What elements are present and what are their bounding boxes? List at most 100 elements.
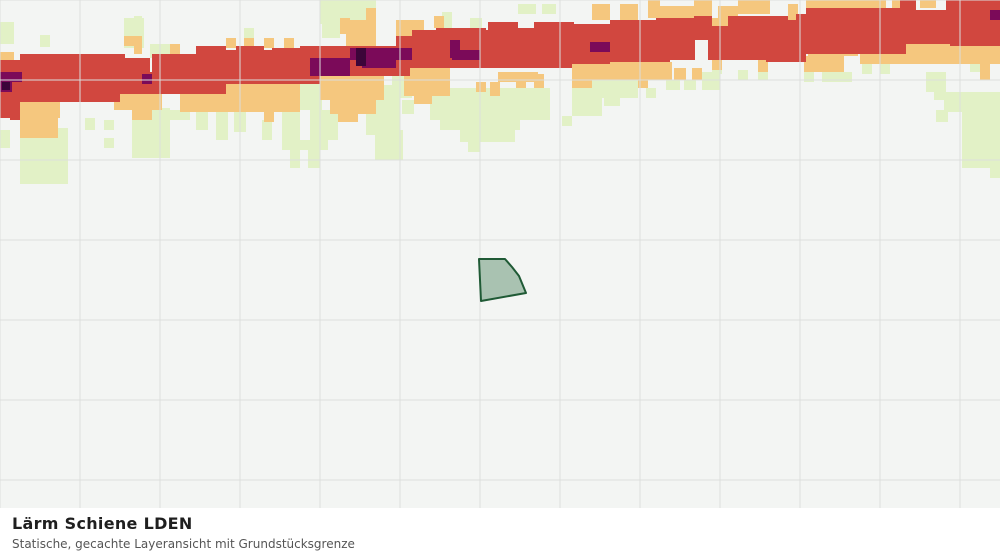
noise-cell-mid [284, 38, 294, 48]
parcel-boundary[interactable] [478, 258, 527, 302]
noise-cell-max [2, 82, 10, 90]
noise-cell-low [300, 82, 322, 110]
noise-cell-mid [572, 78, 592, 88]
noise-cell-low [758, 70, 768, 80]
map-caption: Lärm Schiene LDEN Statische, gecachte La… [0, 508, 1000, 560]
noise-cell-high [708, 26, 768, 60]
noise-cell-mid [170, 44, 180, 54]
noise-cell-high [990, 0, 1000, 14]
layer-subtitle: Statische, gecachte Layeransicht mit Gru… [12, 537, 355, 551]
noise-cell-mid [804, 56, 844, 72]
noise-cell-mid [758, 60, 768, 72]
noise-cell-high [534, 22, 574, 32]
noise-cell-high [0, 112, 10, 118]
noise-cell-high [570, 50, 610, 64]
noise-cell-very-high [0, 72, 22, 82]
noise-cell-high [560, 30, 572, 42]
noise-cell-low [104, 120, 114, 130]
noise-cell-high [488, 22, 518, 42]
noise-cell-mid [806, 0, 886, 8]
noise-cell-mid [476, 82, 486, 92]
noise-cell-mid [946, 44, 1000, 64]
noise-cell-high [946, 0, 1000, 10]
noise-cell-low [322, 22, 340, 38]
noise-cell-mid [132, 108, 152, 120]
noise-cell-very-high [452, 50, 480, 60]
noise-cell-low [300, 140, 328, 150]
noise-cell-mid [264, 38, 274, 48]
noise-cell-high [900, 0, 916, 12]
noise-cell-very-high [990, 10, 1000, 20]
noise-cell-mid [340, 18, 350, 34]
noise-cell-mid [750, 0, 770, 14]
noise-cell-mid [592, 4, 610, 20]
noise-cell-low [134, 16, 142, 26]
noise-cell-low [934, 90, 946, 100]
noise-cell-low [282, 110, 300, 150]
noise-cell-very-high [362, 50, 396, 68]
noise-cell-low [196, 110, 208, 130]
map-view[interactable] [0, 0, 1000, 508]
noise-cell-low [170, 110, 190, 120]
noise-cell-mid [490, 82, 500, 96]
noise-cell-high [766, 20, 806, 62]
noise-cell-low [468, 140, 480, 152]
noise-cell-low [590, 78, 638, 98]
noise-cell-mid [674, 68, 686, 80]
noise-cell-low [518, 4, 536, 14]
noise-cell-mid [648, 0, 660, 18]
noise-cell-high [796, 14, 806, 26]
map-canvas[interactable] [0, 0, 1000, 508]
noise-cell-very-high [316, 60, 328, 76]
noise-cell-high [694, 16, 712, 40]
noise-cell-mid [920, 0, 936, 8]
noise-cell-mid [434, 16, 444, 28]
noise-cell-low [684, 80, 696, 90]
noise-cell-low [822, 72, 852, 82]
noise-cell-mid [264, 110, 274, 122]
noise-cell-high [40, 56, 50, 66]
noise-cell-low [402, 100, 414, 114]
noise-cell-low [310, 110, 338, 140]
noise-cell-mid [244, 38, 254, 48]
noise-cell-mid [414, 94, 432, 104]
noise-cell-mid [712, 58, 722, 70]
noise-cell-low [926, 72, 946, 92]
noise-cell-mid [498, 72, 538, 82]
noise-cell-high [436, 28, 486, 42]
noise-cell-low [0, 22, 14, 44]
noise-cell-mid [788, 4, 798, 24]
noise-cell-low [880, 64, 890, 74]
noise-cell-high [20, 54, 125, 64]
noise-cell-high [880, 10, 950, 44]
noise-cell-mid [404, 68, 450, 96]
map-grid [0, 0, 1000, 508]
noise-cell-mid [980, 60, 990, 80]
noise-cell-low [936, 110, 948, 122]
noise-cell-mid [40, 100, 60, 118]
noise-cell-low [970, 60, 980, 72]
noise-cell-low [375, 130, 403, 160]
noise-cell-mid [114, 92, 162, 110]
noise-cell-low [862, 64, 872, 74]
noise-cell-very-high [142, 74, 152, 84]
noise-cell-mid [620, 4, 638, 20]
noise-cell-low [290, 150, 300, 168]
layer-title: Lärm Schiene LDEN [12, 514, 193, 533]
noise-cell-low [216, 110, 228, 140]
noise-cell-mid [330, 100, 376, 114]
noise-cell-low [646, 88, 656, 98]
noise-cell-mid [366, 8, 376, 24]
noise-cell-low [702, 72, 720, 90]
noise-cell-mid [226, 38, 236, 48]
noise-cell-low [562, 116, 572, 126]
noise-cell-low [40, 35, 50, 47]
noise-cell-high [236, 46, 264, 58]
noise-cell-mid [534, 74, 544, 88]
noise-cell-mid [124, 36, 142, 46]
noise-cell-low [990, 150, 1000, 178]
noise-cell-low [104, 138, 114, 148]
noise-cell-mid [0, 52, 14, 62]
noise-cell-very-high [450, 40, 460, 58]
noise-cell-low [604, 94, 620, 106]
